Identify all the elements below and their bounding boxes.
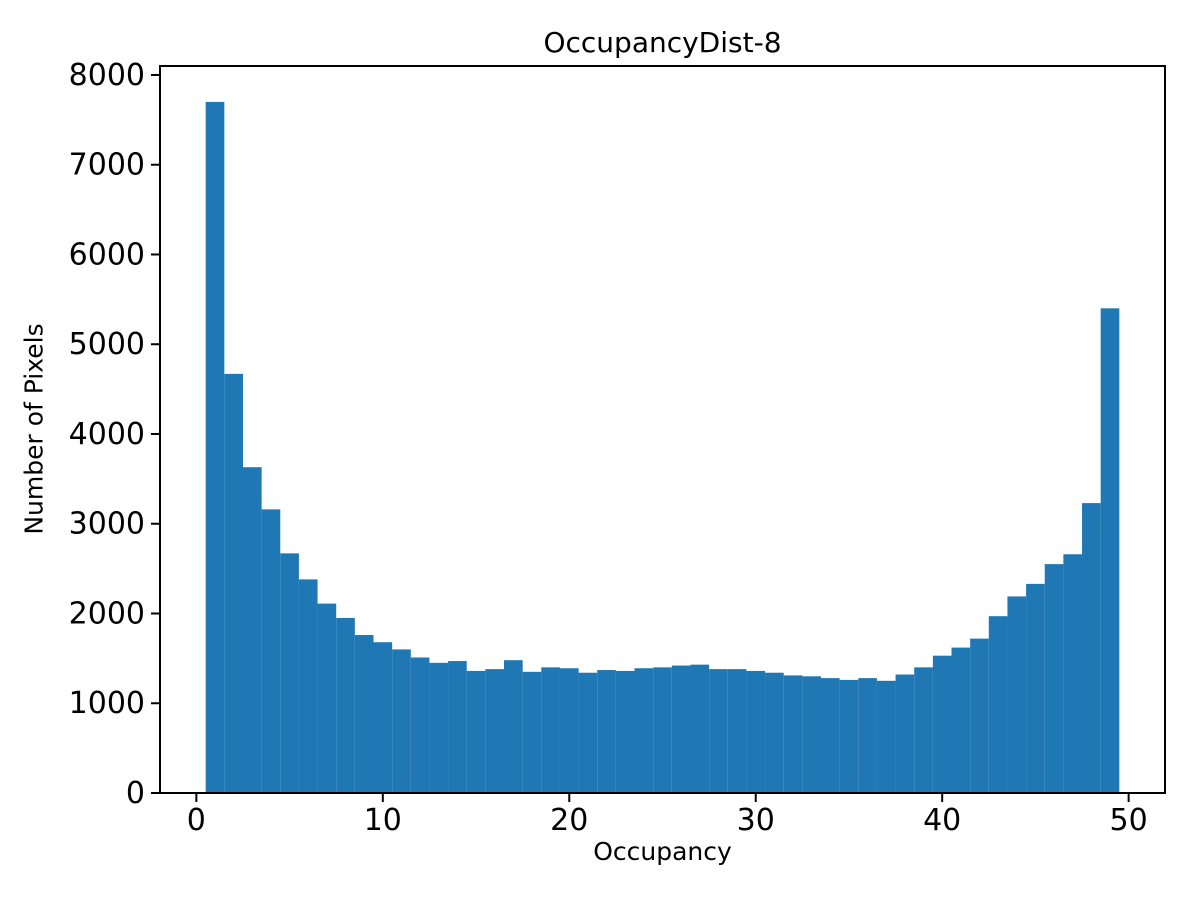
histogram-bar — [1044, 564, 1064, 793]
histogram-bar — [783, 675, 803, 793]
y-tick-label: 7000 — [69, 148, 145, 183]
histogram-bar — [559, 668, 579, 793]
histogram-bar — [224, 373, 243, 793]
histogram-bar — [765, 672, 784, 793]
histogram-bar — [932, 655, 952, 793]
histogram-bar — [410, 657, 430, 793]
y-tick-label: 5000 — [69, 327, 145, 362]
histogram-bar — [820, 678, 840, 793]
x-axis-label: Occupancy — [593, 837, 732, 866]
histogram-bar — [298, 579, 318, 793]
histogram-bar — [1063, 554, 1083, 793]
histogram-bar — [727, 669, 747, 793]
histogram-bar — [448, 661, 467, 793]
histogram-bar — [205, 101, 225, 793]
axes-spines — [159, 65, 1166, 794]
histogram-bars — [205, 101, 1120, 793]
histogram-bar — [597, 670, 616, 793]
histogram-bar — [1082, 503, 1101, 793]
histogram-bar — [1007, 596, 1027, 793]
histogram-bar — [578, 672, 598, 793]
histogram-bar — [392, 649, 411, 793]
histogram-bar — [876, 680, 896, 793]
histogram-bar — [988, 616, 1008, 793]
histogram-bar — [970, 638, 989, 793]
y-axis-label: Number of Pixels — [19, 323, 49, 535]
x-axis-ticks: 0 10 20 30 40 50 — [187, 793, 1148, 838]
histogram-bar — [671, 665, 691, 793]
y-tick-label: 3000 — [69, 507, 145, 542]
histogram-bar — [317, 603, 337, 793]
histogram-bar — [485, 669, 505, 793]
histogram-bar — [1026, 583, 1045, 793]
histogram-bar — [634, 668, 654, 793]
histogram-bar — [466, 670, 486, 793]
histogram-bar — [653, 667, 672, 793]
histogram-bar — [895, 674, 915, 793]
x-tick-label: 30 — [737, 803, 775, 838]
histogram-bar — [914, 667, 933, 793]
x-tick-label: 20 — [550, 803, 588, 838]
histogram-bar — [504, 660, 523, 793]
histogram-bar — [709, 669, 728, 793]
histogram-bar — [858, 678, 877, 793]
histogram-bar — [429, 662, 449, 793]
x-tick-label: 0 — [187, 803, 206, 838]
histogram-bar — [373, 642, 393, 793]
histogram-bar — [541, 667, 560, 793]
histogram-bar — [336, 617, 355, 793]
histogram-bar — [746, 670, 766, 793]
x-tick-label: 50 — [1110, 803, 1148, 838]
histogram-bar — [615, 670, 635, 793]
histogram-bar — [690, 664, 710, 793]
y-tick-label: 8000 — [69, 58, 145, 93]
y-tick-label: 6000 — [69, 237, 145, 272]
chart-title: OccupancyDist-8 — [543, 26, 782, 59]
histogram-bar — [280, 553, 299, 793]
histogram-bar — [802, 676, 821, 793]
y-tick-label: 1000 — [69, 686, 145, 721]
histogram-bar — [1100, 308, 1120, 793]
y-tick-label: 2000 — [69, 596, 145, 631]
histogram-bar — [261, 509, 281, 793]
x-tick-label: 40 — [923, 803, 961, 838]
x-tick-label: 10 — [364, 803, 402, 838]
histogram-bar — [354, 635, 374, 793]
histogram-bar — [242, 467, 262, 793]
histogram-bar — [839, 679, 859, 793]
histogram-bar — [951, 647, 971, 793]
y-tick-label: 4000 — [69, 417, 145, 452]
histogram-bar — [522, 671, 542, 793]
y-tick-label: 0 — [126, 776, 145, 811]
y-axis-ticks: 0 1000 2000 3000 4000 5000 6000 7000 8000 — [69, 58, 160, 811]
